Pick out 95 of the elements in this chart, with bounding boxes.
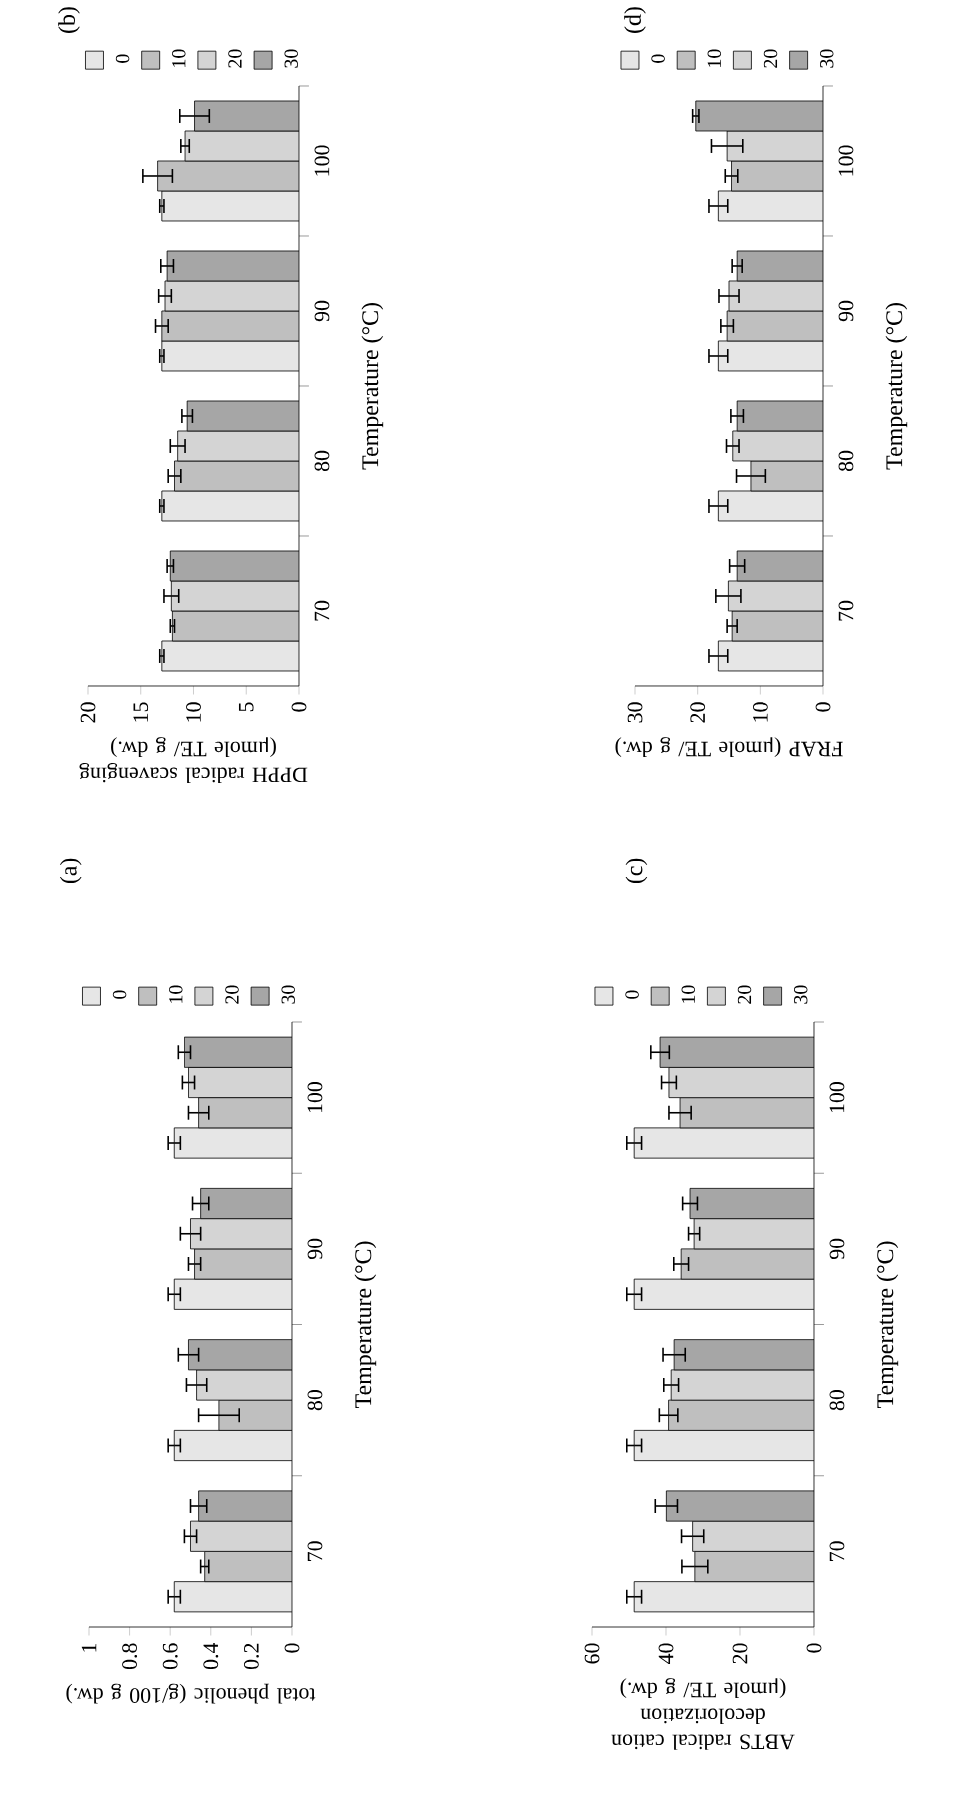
bar [668, 1399, 814, 1431]
y-tick-label: 90 [307, 1238, 323, 1260]
bar [188, 1066, 292, 1099]
legend-label: 0 [115, 54, 130, 63]
y-tick-label: 70 [307, 1541, 323, 1561]
legend-label: 30 [284, 49, 298, 68]
x-axis-title: total phenolic (g/100 g dw.) [66, 1683, 316, 1704]
bar [717, 190, 824, 222]
y-tick-label: 80 [838, 450, 854, 472]
y-axis-title: Temperature (°C) [361, 303, 384, 470]
bar [173, 1429, 292, 1462]
legend-label: 10 [681, 985, 696, 1003]
bar [633, 1278, 814, 1310]
x-tick-label: 0.2 [243, 1643, 259, 1670]
x-tick-label: 0 [291, 702, 307, 712]
legend-label: 20 [763, 49, 778, 68]
legend-label: 30 [820, 49, 834, 68]
y-axis-title: Temperature (°C) [876, 1241, 899, 1408]
bar [679, 1097, 814, 1129]
x-tick-label: 0.8 [122, 1643, 138, 1670]
bar [717, 340, 824, 372]
x-tick-label: 40 [658, 1643, 674, 1665]
y-tick-label: 90 [314, 300, 330, 322]
x-tick-label: 10 [186, 702, 201, 722]
bar [204, 1550, 292, 1583]
y-axis-title: Temperature (°C) [354, 1241, 377, 1408]
x-tick-label: 0 [284, 1643, 300, 1653]
x-tick-label: 0 [815, 702, 831, 712]
bar [200, 1187, 292, 1220]
legend-label: 30 [794, 985, 808, 1004]
bar [190, 1520, 292, 1552]
x-tick-label: 20 [690, 702, 706, 723]
bar [218, 1399, 292, 1431]
y-tick-label: 90 [838, 300, 854, 322]
legend-label: 10 [169, 985, 183, 1003]
y-tick-label: 90 [829, 1238, 845, 1260]
bar [694, 1550, 814, 1583]
legend-label: 0 [651, 54, 665, 63]
bar [173, 1278, 292, 1310]
bar [173, 1127, 292, 1159]
y-axis-title: Temperature (°C) [885, 303, 908, 470]
bar [188, 1339, 292, 1371]
legend-label: 20 [228, 49, 242, 68]
legend-label: 20 [737, 985, 752, 1004]
x-tick-label: 10 [752, 702, 768, 722]
bar [184, 1036, 292, 1068]
y-tick-label: 100 [307, 1082, 323, 1113]
y-tick-label: 70 [314, 600, 330, 621]
bar [673, 1339, 814, 1371]
y-tick-label: 70 [838, 600, 854, 621]
legend-label: 0 [625, 990, 639, 999]
bar [194, 1248, 292, 1280]
chart-title: (b) [58, 7, 80, 33]
y-tick-label: 100 [829, 1082, 845, 1113]
bar [173, 1581, 292, 1613]
bar [633, 1127, 814, 1159]
chart-title: (d) [624, 7, 646, 33]
legend-label: 10 [707, 49, 722, 67]
legend-label: 0 [112, 990, 127, 999]
bar [198, 1490, 292, 1522]
y-tick-label: 80 [314, 450, 330, 472]
x-tick-label: 0.4 [203, 1642, 219, 1670]
bar [717, 490, 824, 522]
x-tick-label: 5 [238, 702, 254, 712]
x-tick-label: 0.6 [162, 1643, 178, 1670]
y-tick-label: 100 [838, 145, 854, 176]
bar [665, 1490, 814, 1522]
bar [190, 1218, 292, 1250]
x-tick-label: 30 [627, 702, 643, 723]
x-tick-label: 60 [584, 1643, 600, 1664]
bar [633, 1429, 814, 1462]
bar [680, 1248, 814, 1280]
legend-label: 20 [225, 985, 239, 1004]
y-tick-label: 80 [307, 1390, 323, 1411]
x-tick-label: 0 [806, 1643, 822, 1653]
x-tick-label: 20 [732, 1643, 748, 1664]
x-axis-title: DPPH radical scavenging (μmole TE/ g dw.) [79, 737, 308, 783]
bar [633, 1581, 814, 1613]
legend-label: 30 [281, 985, 295, 1004]
bar [717, 640, 824, 672]
y-tick-label: 70 [829, 1541, 845, 1561]
legend-label: 10 [172, 49, 186, 67]
bar [196, 1369, 292, 1401]
chart-title: (a) [59, 858, 82, 884]
y-tick-label: 100 [314, 145, 330, 176]
x-axis-title: ABTS radical cation decolorization (μmole TE/ g dw.) [611, 1678, 795, 1750]
bar [198, 1097, 292, 1129]
chart-title: (c) [625, 858, 648, 884]
x-tick-label: 1 [81, 1643, 97, 1652]
x-tick-label: 15 [133, 702, 149, 722]
x-axis-title: FRAP (μmole TE/ g dw.) [615, 737, 843, 758]
bar [689, 1187, 814, 1220]
bar [659, 1036, 814, 1068]
y-tick-label: 80 [829, 1390, 845, 1411]
x-tick-label: 20 [80, 702, 96, 723]
